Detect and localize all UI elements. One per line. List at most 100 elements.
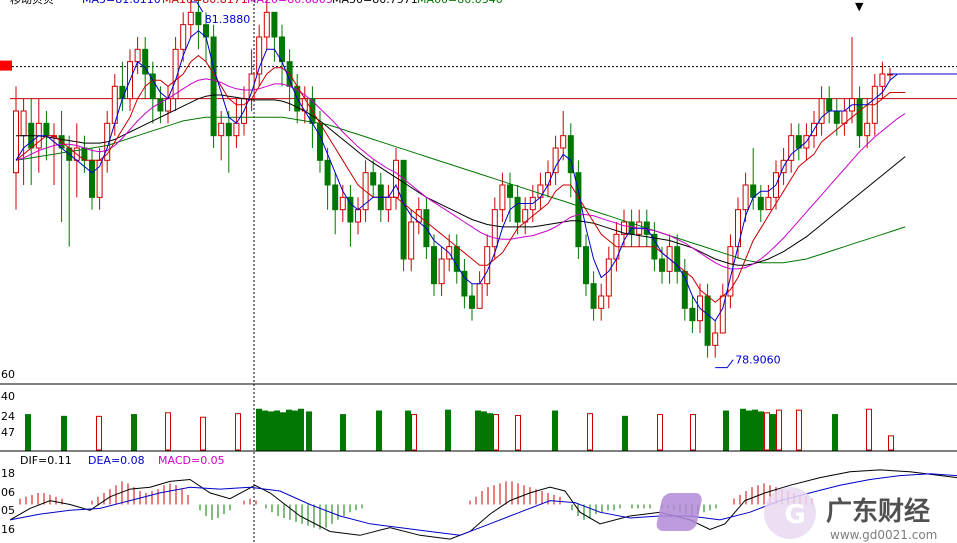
candle [370,160,377,198]
candle-body [476,283,483,309]
candle [499,172,506,222]
volume-axis-label: 47 [1,426,15,439]
candle-body [332,184,339,211]
volume-bar [25,414,31,451]
watermark-logo-halo [764,487,816,539]
candle [301,86,308,124]
volume-bar [445,409,451,451]
watermark-logo-letter: G [784,500,805,530]
volume-bar [292,410,298,451]
candle [689,296,696,333]
volume-bar [286,409,292,451]
candle [491,197,498,259]
candle [545,160,551,198]
candle [408,209,415,272]
volume-bar [235,413,241,451]
candle [225,111,232,173]
candle [431,234,437,296]
candle [507,172,513,222]
candle [476,271,483,309]
volume-bar [832,414,838,451]
volume-bar [770,414,776,451]
candle-body [256,36,263,75]
ma5-line [15,30,906,322]
candle-body [385,196,392,211]
candle [89,148,95,210]
volume-axis-label: 40 [1,390,15,403]
volume-bar [200,416,206,451]
candle [742,172,749,222]
candle-body [20,110,27,137]
candle [469,283,475,321]
volume-bar [165,412,171,451]
candle [13,86,19,210]
low-pointer [715,359,734,369]
candle-body [674,246,681,272]
candle-body [545,172,551,186]
volume-bar [256,408,262,451]
volume-bar [131,414,137,451]
candle-body [826,98,833,112]
candle [590,271,597,321]
volume-bar [515,414,521,451]
candle [826,86,833,124]
candle [195,0,202,50]
candle-body [119,85,126,100]
candle-body [347,196,354,223]
candle-body [727,246,734,297]
candle-body [818,98,825,124]
candle [20,98,27,185]
candle-body [165,98,171,112]
volume-bar [481,411,487,451]
volume-bar [740,408,746,451]
high-pointer [190,1,204,13]
macd-legend: MACD=0.05 [158,454,225,467]
volume-bar [776,409,782,451]
candle [96,148,103,210]
candle [514,185,521,235]
macd-axis-label: 06 [1,486,15,499]
candle [522,197,529,235]
candle [849,37,855,124]
dif-legend: DIF=0.11 [20,454,72,467]
ma-legend-item: MA10=80.8171 [162,0,248,6]
ma10-line [15,54,906,303]
candle [180,12,187,62]
candle-body [157,98,164,112]
candle-body [856,98,863,137]
candle-body [438,258,445,285]
volume-bar [376,410,382,451]
candle [818,86,825,136]
volume-bar [405,410,411,451]
candle-body [301,98,308,112]
candle-body [180,24,187,50]
candle-body [187,11,194,26]
candle [735,197,741,259]
candle [355,197,361,235]
candle-body [833,110,840,124]
candle-body [605,258,612,297]
candle [841,98,848,136]
candle [537,172,544,210]
candle [187,0,194,37]
macd-axis-label: 16 [1,523,15,536]
candle-body [13,110,19,174]
candle [248,49,255,111]
candle-body [324,159,331,186]
ma-legend-item: MA5=81.8110 [82,0,161,6]
volume-bar [96,415,102,451]
candle [58,111,65,222]
low-price-label: 78.9060 [735,354,781,367]
candle [111,74,118,136]
volume-bar [280,412,286,451]
candle-body [218,122,225,137]
volume-bar [552,410,558,451]
volume-bar [61,415,67,451]
candle [560,111,567,161]
candle-body [149,73,156,100]
candle [856,86,863,148]
volume-bar [306,411,312,451]
volume-bar [796,409,802,451]
candle-body [537,184,544,198]
volume-axis-label: 24 [1,410,15,423]
